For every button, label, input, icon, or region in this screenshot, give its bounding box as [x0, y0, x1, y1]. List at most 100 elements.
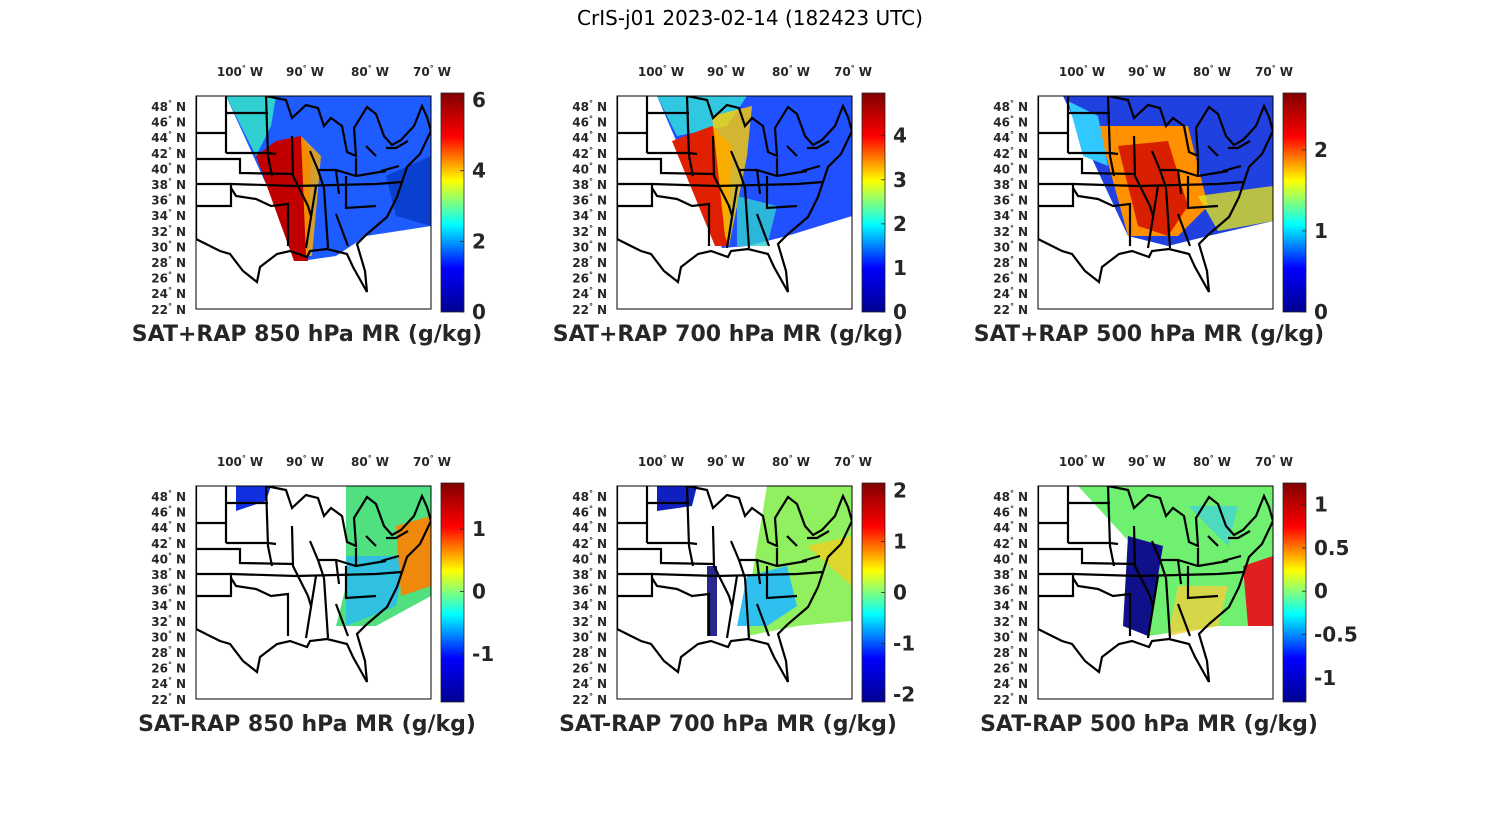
state-border: [765, 566, 798, 600]
lon-tick-label: 100° W: [638, 454, 684, 469]
lat-value: 24: [572, 287, 589, 301]
lat-tick-label: 34° N: [993, 208, 1028, 223]
state-border: [801, 554, 821, 563]
lat-value: 30: [993, 240, 1010, 254]
state-border: [1164, 187, 1172, 249]
state-border: [786, 145, 798, 157]
lat-suffix: N: [597, 506, 607, 520]
lat-suffix: N: [1018, 677, 1028, 691]
state-border: [264, 96, 274, 177]
lon-suffix: W: [376, 455, 389, 469]
state-border: [743, 577, 751, 639]
lat-suffix: N: [597, 256, 607, 270]
lat-tick-label: 22° N: [572, 302, 607, 317]
lat-value: 28: [572, 256, 589, 270]
lat-tick-label: 28° N: [572, 255, 607, 270]
lon-tick-label: 90° W: [1128, 64, 1166, 79]
lat-tick-label: 38° N: [151, 567, 186, 582]
state-border: [1132, 525, 1155, 607]
state-border: [725, 575, 739, 639]
lat-tick-label: 22° N: [572, 692, 607, 707]
lat-suffix: N: [176, 178, 186, 192]
colorbar-tick-label: 2: [472, 229, 486, 253]
lat-value: 26: [993, 272, 1010, 286]
lat-suffix: N: [176, 209, 186, 223]
state-border: [711, 135, 734, 217]
lat-value: 44: [151, 131, 168, 145]
lat-tick-label: 26° N: [993, 661, 1028, 676]
lat-tick-label: 28° N: [993, 255, 1028, 270]
lat-suffix: N: [1018, 552, 1028, 566]
lat-tick-label: 28° N: [151, 645, 186, 660]
lat-tick-label: 30° N: [151, 629, 186, 644]
lat-suffix: N: [176, 693, 186, 707]
state-border: [196, 572, 233, 629]
lat-suffix: N: [597, 225, 607, 239]
state-border: [755, 603, 771, 637]
lon-value: 100: [638, 65, 663, 79]
lat-tick-label: 24° N: [151, 676, 186, 691]
degree-symbol: °: [589, 692, 593, 701]
lat-tick-label: 38° N: [993, 177, 1028, 192]
lat-suffix: N: [597, 147, 607, 161]
lat-suffix: N: [597, 162, 607, 176]
lat-value: 24: [993, 287, 1010, 301]
lat-suffix: N: [1018, 225, 1028, 239]
degree-symbol: °: [242, 64, 246, 73]
lon-suffix: W: [1280, 455, 1293, 469]
lat-value: 40: [151, 552, 168, 566]
state-border: [365, 145, 377, 157]
lat-suffix: N: [176, 615, 186, 629]
state-border: [617, 157, 716, 176]
degree-symbol: °: [589, 130, 593, 139]
state-border: [1106, 486, 1116, 567]
lon-tick-label: 70° W: [834, 454, 872, 469]
data-swath: [1038, 96, 1273, 293]
lat-tick-label: 30° N: [993, 629, 1028, 644]
lat-value: 46: [572, 116, 589, 130]
state-border: [1186, 176, 1219, 210]
lat-value: 40: [151, 162, 168, 176]
lat-value: 38: [993, 568, 1010, 582]
degree-symbol: °: [242, 454, 246, 463]
state-border: [322, 187, 330, 249]
degree-symbol: °: [430, 454, 434, 463]
lat-value: 32: [572, 615, 589, 629]
panel-title: SAT-RAP 850 hPa MR (g/kg): [138, 712, 476, 737]
map-frame: [1037, 95, 1274, 310]
state-border: [617, 547, 716, 566]
state-border: [365, 535, 377, 547]
lat-suffix: N: [1018, 521, 1028, 535]
lat-suffix: N: [1018, 178, 1028, 192]
lat-suffix: N: [1018, 131, 1028, 145]
lat-value: 46: [993, 506, 1010, 520]
lat-tick-label: 34° N: [151, 208, 186, 223]
lat-tick-label: 32° N: [572, 224, 607, 239]
retrieval-field: [396, 516, 431, 596]
lat-tick-label: 40° N: [151, 551, 186, 566]
degree-symbol: °: [1010, 193, 1014, 202]
lon-suffix: W: [311, 455, 324, 469]
degree-symbol: °: [589, 193, 593, 202]
state-border: [1038, 157, 1137, 176]
lat-tick-label: 38° N: [993, 567, 1028, 582]
lat-tick-label: 46° N: [993, 505, 1028, 520]
lat-value: 22: [151, 693, 168, 707]
degree-symbol: °: [1010, 551, 1014, 560]
degree-symbol: °: [168, 99, 172, 108]
lat-tick-label: 42° N: [993, 536, 1028, 551]
lat-tick-label: 40° N: [993, 551, 1028, 566]
lat-tick-label: 42° N: [151, 536, 186, 551]
colorbar: [440, 92, 465, 313]
degree-symbol: °: [168, 520, 172, 529]
state-border: [1072, 570, 1245, 578]
colorbar-tick-label: 0: [893, 300, 907, 324]
lat-value: 24: [151, 677, 168, 691]
state-border: [1207, 535, 1219, 547]
lon-value: 100: [1059, 455, 1084, 469]
lat-suffix: N: [1018, 584, 1028, 598]
lat-suffix: N: [176, 490, 186, 504]
lon-value: 70: [1255, 455, 1272, 469]
state-border: [380, 554, 400, 563]
retrieval-field: [1188, 506, 1238, 546]
